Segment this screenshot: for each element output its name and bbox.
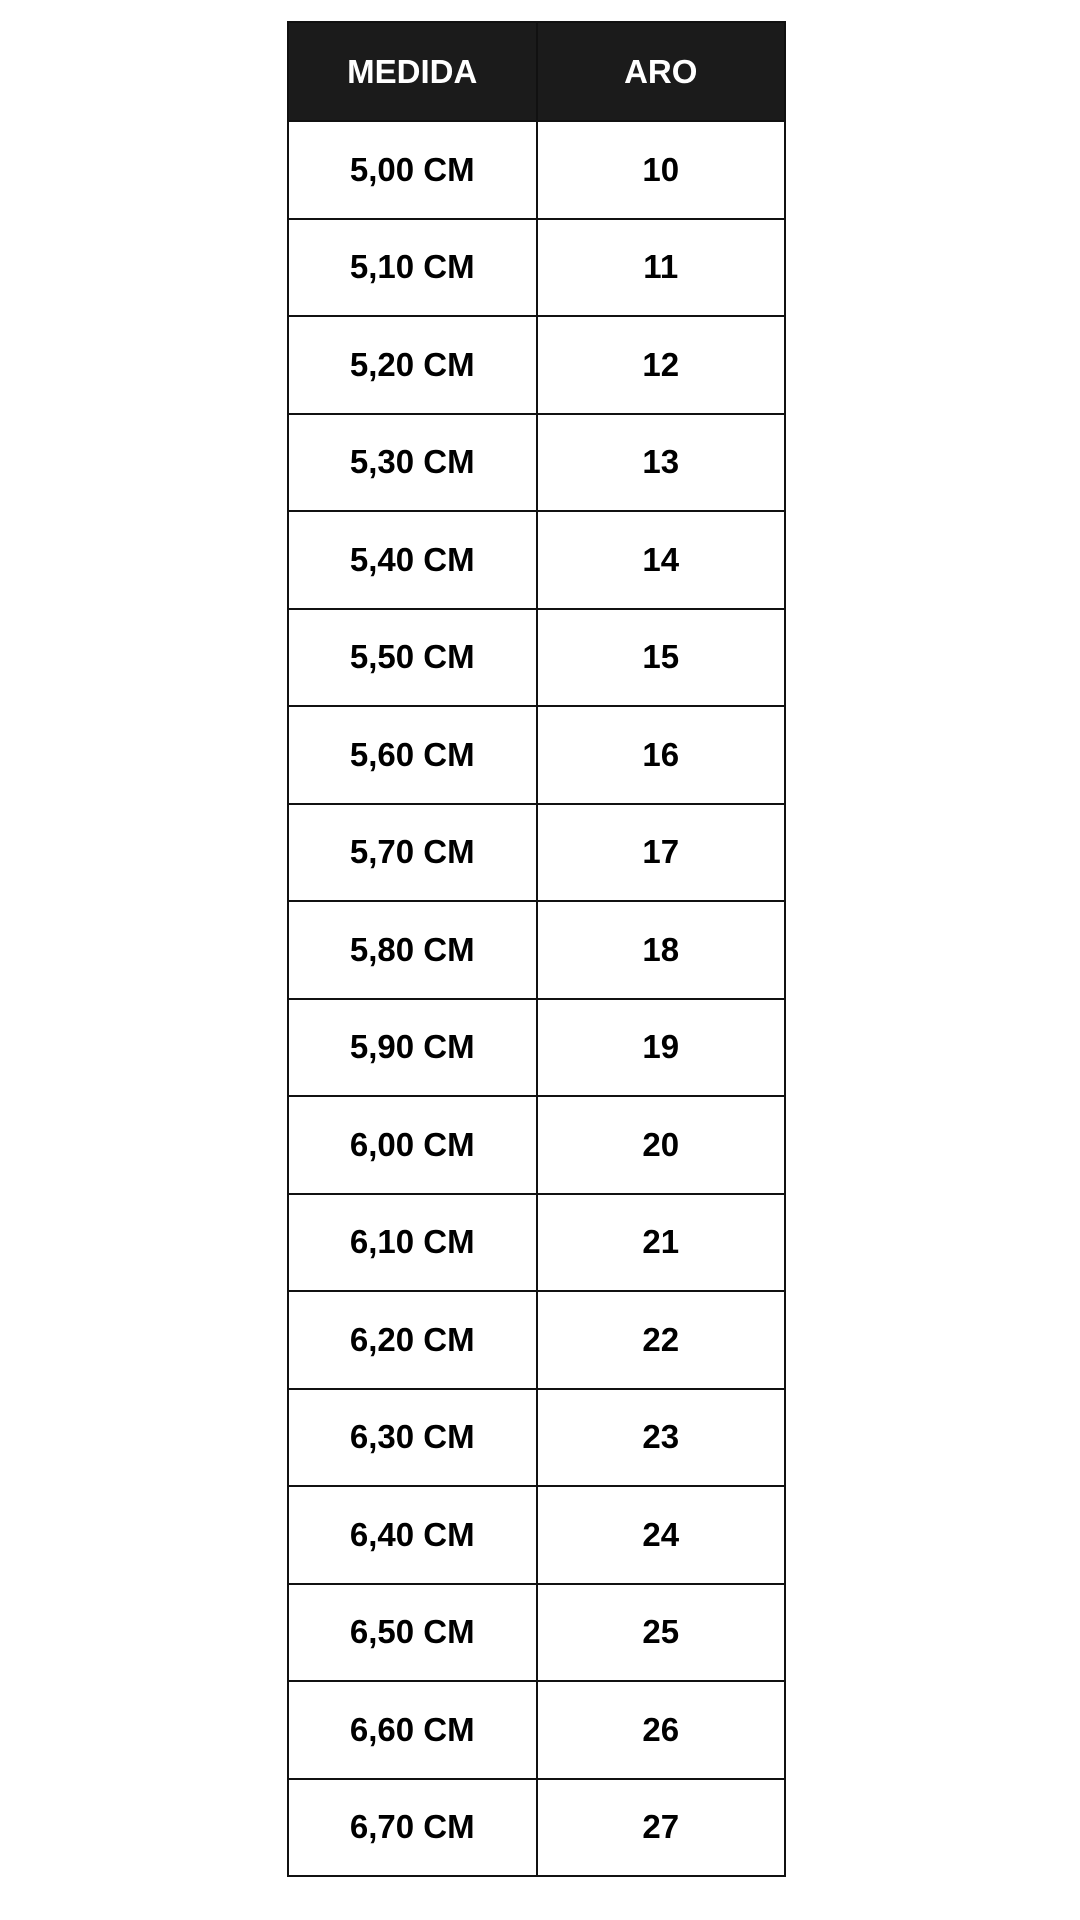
medida-cell: 5,40 CM xyxy=(287,510,538,610)
medida-cell: 6,30 CM xyxy=(287,1387,538,1487)
medida-cell: 6,60 CM xyxy=(287,1680,538,1780)
aro-cell: 16 xyxy=(535,705,786,805)
table-row: 5,60 CM 16 xyxy=(287,705,786,805)
medida-cell: 6,50 CM xyxy=(287,1582,538,1682)
aro-cell: 25 xyxy=(535,1582,786,1682)
medida-cell: 6,00 CM xyxy=(287,1095,538,1195)
table-row: 6,60 CM 26 xyxy=(287,1680,786,1780)
aro-cell: 13 xyxy=(535,412,786,512)
table-row: 5,20 CM 12 xyxy=(287,315,786,415)
table-row: 6,50 CM 25 xyxy=(287,1582,786,1682)
table-row: 5,80 CM 18 xyxy=(287,900,786,1000)
header-medida: MEDIDA xyxy=(287,21,538,122)
table-row: 6,40 CM 24 xyxy=(287,1485,786,1585)
aro-cell: 12 xyxy=(535,315,786,415)
header-row: MEDIDA ARO xyxy=(287,21,786,122)
table-row: 5,50 CM 15 xyxy=(287,607,786,707)
aro-cell: 24 xyxy=(535,1485,786,1585)
aro-cell: 23 xyxy=(535,1387,786,1487)
table-row: 6,10 CM 21 xyxy=(287,1192,786,1292)
aro-cell: 11 xyxy=(535,217,786,317)
table-row: 5,00 CM 10 xyxy=(287,120,786,220)
aro-cell: 15 xyxy=(535,607,786,707)
aro-cell: 19 xyxy=(535,997,786,1097)
medida-cell: 5,80 CM xyxy=(287,900,538,1000)
medida-cell: 5,00 CM xyxy=(287,120,538,220)
table-row: 5,90 CM 19 xyxy=(287,997,786,1097)
table-row: 5,30 CM 13 xyxy=(287,412,786,512)
aro-cell: 21 xyxy=(535,1192,786,1292)
medida-cell: 6,70 CM xyxy=(287,1777,538,1877)
table-row: 6,70 CM 27 xyxy=(287,1777,786,1877)
medida-cell: 5,60 CM xyxy=(287,705,538,805)
table-row: 5,70 CM 17 xyxy=(287,802,786,902)
medida-cell: 5,10 CM xyxy=(287,217,538,317)
medida-cell: 5,90 CM xyxy=(287,997,538,1097)
header-aro: ARO xyxy=(535,21,786,122)
aro-cell: 20 xyxy=(535,1095,786,1195)
medida-cell: 5,30 CM xyxy=(287,412,538,512)
medida-cell: 6,20 CM xyxy=(287,1290,538,1390)
table-row: 6,00 CM 20 xyxy=(287,1095,786,1195)
aro-cell: 22 xyxy=(535,1290,786,1390)
aro-cell: 14 xyxy=(535,510,786,610)
table-row: 6,30 CM 23 xyxy=(287,1387,786,1487)
aro-cell: 27 xyxy=(535,1777,786,1877)
medida-cell: 5,20 CM xyxy=(287,315,538,415)
medida-cell: 6,40 CM xyxy=(287,1485,538,1585)
medida-cell: 5,70 CM xyxy=(287,802,538,902)
aro-cell: 17 xyxy=(535,802,786,902)
table-row: 5,40 CM 14 xyxy=(287,510,786,610)
medida-cell: 5,50 CM xyxy=(287,607,538,707)
aro-cell: 18 xyxy=(535,900,786,1000)
aro-cell: 10 xyxy=(535,120,786,220)
ring-size-table: MEDIDA ARO 5,00 CM 10 5,10 CM 11 5,20 CM 12 5,… xyxy=(287,21,786,1877)
table-row: 5,10 CM 11 xyxy=(287,217,786,317)
medida-cell: 6,10 CM xyxy=(287,1192,538,1292)
table-row: 6,20 CM 22 xyxy=(287,1290,786,1390)
aro-cell: 26 xyxy=(535,1680,786,1780)
